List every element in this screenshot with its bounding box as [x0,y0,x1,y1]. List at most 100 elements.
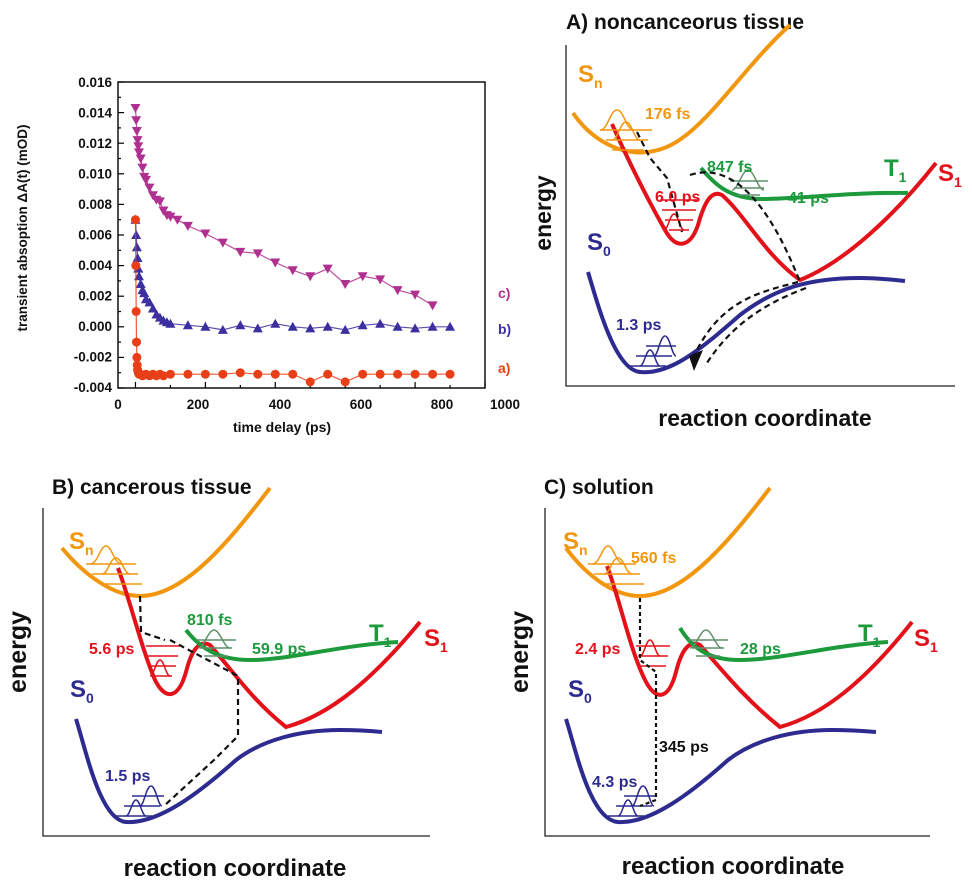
series-fit-line [134,107,433,306]
data-point [165,369,175,379]
data-point [200,321,211,331]
data-point [340,377,350,387]
y-tick-label: 0.008 [78,197,112,212]
data-point [428,369,438,379]
x-tick-label: 600 [350,397,373,412]
panel-a-t1-time: 41 ps [788,190,829,207]
data-point [182,221,193,231]
panel-b-sn-curve [60,486,272,599]
data-point [392,286,403,296]
data-point [144,183,155,193]
y-tick-label: 0.004 [78,258,112,273]
data-point [133,148,144,158]
panel-a-sn-curve [571,23,792,155]
data-point [218,369,228,379]
panel-a-s1-curve [610,123,938,283]
transient-absorption-chart: 0.016 0.014 0.012 0.010 0.008 0.006 0.00… [15,75,520,435]
panel-a-t1-label: T1 [884,155,907,185]
panel-c-sn-curve [564,486,772,599]
panel-c-relaxation-paths [638,598,658,808]
data-point [158,206,169,216]
data-point [130,104,141,114]
data-point [154,197,165,207]
series-fit-line [134,219,450,383]
data-point [135,278,146,288]
panel-a-s1-vibrational-levels [660,199,698,231]
panel-c-title: C) solution [544,476,654,499]
y-tick-label: 0.010 [78,167,112,182]
panel-a-s1-time: 6.0 ps [655,189,700,206]
panel-b-x-axis-label: reaction coordinate [124,855,347,881]
data-point [131,116,142,126]
panel-b-s1-time: 5.6 ps [89,641,134,658]
data-point [375,318,386,328]
panel-a-relaxation-paths [636,131,807,367]
panel-a-s0-label: S0 [587,229,611,259]
panel-c-x-axis-label: reaction coordinate [622,853,845,880]
data-point [270,258,281,268]
panel-b-isc-time: 810 fs [187,612,232,629]
curve-label-c: c) [498,285,510,301]
y-tick-label: 0.012 [78,136,112,151]
chart-frame [117,81,486,389]
panel-a-sn-vibrational-levels [599,109,652,151]
data-point [305,323,316,333]
panel-a-t1-vibrational-levels [730,169,768,196]
panel-a-s0-time: 1.3 ps [616,317,661,334]
data-point [172,215,183,225]
data-point [132,352,142,362]
data-point [445,369,455,379]
panel-a-x-axis-label: reaction coordinate [658,405,871,431]
panel-c-s1-label: S1 [914,625,938,655]
data-point [217,324,228,334]
data-point [131,126,142,136]
data-point [144,297,155,307]
data-point [375,275,386,285]
data-point [287,266,298,276]
panel-c-sn-vibrational-levels [588,545,644,585]
panel-c-s0-curve [564,718,877,825]
y-tick-label: 0.000 [78,319,112,334]
chart-y-axis-label: transient absoption ΔA(t) (mOD) [15,125,30,332]
data-point [340,324,351,334]
panel-a-isc-time: 847 fs [707,159,752,176]
data-point [165,212,176,222]
data-point [427,321,438,331]
data-point [305,272,316,282]
data-point [427,301,438,311]
data-point [323,369,333,379]
panel-b-axes [42,508,430,837]
panel-b-s0-label: S0 [70,676,94,706]
panel-a-sn-time: 176 fs [645,106,690,123]
panel-a-s1-label: S1 [938,160,962,190]
data-point [135,154,146,164]
curve-label-b: b) [498,321,511,337]
data-point [200,369,210,379]
panel-c-axes [544,508,930,837]
data-point [131,307,141,316]
panel-a-s0-vibrational-levels [628,335,677,367]
data-point [130,215,140,225]
data-point [132,337,142,347]
panel-b-energy-diagram: B) cancerous tissue energy reaction coor… [4,476,448,881]
y-tick-label: 0.016 [78,75,112,90]
data-point [287,321,298,331]
panel-a-s0-curve [586,271,906,375]
panel-c-s1-time: 2.4 ps [575,641,620,658]
y-tick-label: 0.002 [78,289,112,304]
data-point [375,369,385,379]
panel-b-relaxation-paths [138,595,240,806]
data-point [322,264,333,274]
panel-c-t1-curve [678,626,889,663]
data-point [340,279,351,289]
chart-x-axis-label: time delay (ps) [233,419,331,435]
panel-a-title: A) noncanceorus tissue [566,11,804,34]
data-point [410,290,421,300]
y-tick-label: -0.002 [74,350,112,365]
panel-c-s0-time: 4.3 ps [592,774,637,791]
panel-b-t1-vibrational-levels [196,629,236,657]
panel-c-sn-time: 560 fs [631,550,676,567]
panel-c-y-axis-label: energy [506,611,534,693]
panel-b-s0-time: 1.5 ps [105,768,150,785]
